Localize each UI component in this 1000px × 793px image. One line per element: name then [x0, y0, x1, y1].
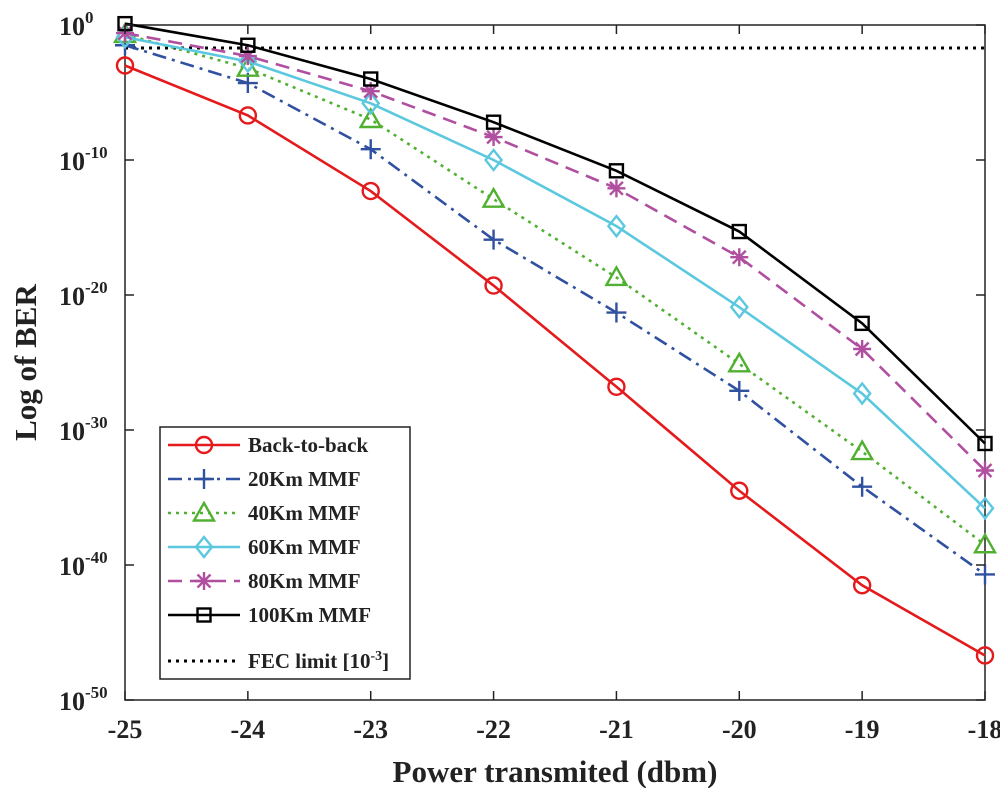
data-point — [238, 49, 258, 74]
data-point — [484, 148, 504, 172]
legend-item: 80Km MMF — [168, 569, 361, 593]
data-point — [484, 276, 503, 295]
y-tick-exponent: 0 — [85, 8, 94, 27]
data-point — [607, 377, 626, 396]
data-point — [360, 139, 381, 160]
y-tick-label: 10 — [59, 687, 85, 716]
legend-label: Back-to-back — [248, 433, 368, 457]
series-line — [124, 22, 986, 445]
legend-item: FEC limit [10-3] — [168, 649, 389, 673]
x-tick-label: -21 — [599, 715, 634, 744]
data-point — [481, 186, 506, 208]
data-point — [606, 214, 626, 239]
x-tick-label: -20 — [722, 715, 757, 744]
legend-item: 20Km MMF — [168, 467, 361, 491]
legend-marker — [194, 435, 214, 455]
data-point — [358, 107, 383, 129]
x-tick-label: -18 — [968, 715, 1000, 744]
data-point — [731, 223, 747, 240]
y-tick-label: 10 — [59, 12, 85, 41]
legend-item: 100Km MMF — [168, 603, 371, 627]
y-tick-exponent: -40 — [85, 548, 108, 567]
x-tick-label: -24 — [231, 715, 266, 744]
y-tick-label: 10 — [59, 147, 85, 176]
data-point — [730, 481, 749, 500]
data-point — [852, 381, 872, 406]
legend-item: 40Km MMF — [168, 500, 361, 525]
series-5 — [117, 15, 993, 452]
data-point — [850, 439, 875, 461]
legend-marker — [191, 500, 217, 522]
data-point — [975, 564, 995, 585]
legend-marker — [194, 469, 214, 489]
data-point — [604, 265, 629, 287]
data-point — [361, 181, 380, 201]
data-point — [975, 496, 995, 521]
data-point — [852, 576, 872, 595]
x-tick-label: -19 — [845, 715, 880, 744]
data-point — [238, 47, 257, 66]
series-layer — [112, 15, 998, 665]
series-line — [124, 35, 986, 510]
legend-label: 100Km MMF — [248, 603, 371, 627]
y-tick-exponent: -20 — [85, 278, 108, 297]
data-point — [238, 106, 258, 125]
legend-label: 40Km MMF — [248, 501, 361, 525]
legend-marker — [196, 607, 212, 623]
legend-label: 60Km MMF — [248, 535, 361, 559]
data-point — [977, 435, 993, 452]
data-point — [730, 248, 749, 267]
plot-area — [124, 24, 986, 701]
x-axis-ticks: -25 -24 -23 -22 -21 -20 -19 -18 — [108, 25, 1000, 744]
legend-label: FEC limit [10-3] — [248, 649, 389, 673]
data-point — [606, 302, 627, 323]
y-axis-label: Log of BER — [8, 284, 43, 441]
data-point — [976, 461, 994, 480]
series-3 — [115, 25, 995, 521]
legend-item: 60Km MMF — [168, 535, 361, 559]
legend-label: 20Km MMF — [248, 467, 361, 491]
series-line — [124, 44, 986, 576]
legend-marker — [195, 572, 213, 590]
x-tick-label: -23 — [353, 715, 388, 744]
data-point — [484, 128, 503, 147]
data-point — [240, 37, 256, 53]
y-tick-exponent: -10 — [85, 143, 108, 162]
data-point — [483, 229, 504, 250]
y-tick-exponent: -30 — [85, 413, 108, 432]
legend: Back-to-back 20Km MMF 40Km MMF 60Km MMF 80Km… — [159, 426, 411, 680]
data-point — [854, 315, 870, 332]
legend-label: 80Km MMF — [248, 569, 361, 593]
x-tick-label: -22 — [476, 715, 511, 744]
data-point — [361, 91, 381, 116]
series-line — [124, 31, 986, 472]
legend-marker — [194, 535, 214, 559]
legend-item: Back-to-back — [168, 433, 368, 457]
data-point — [727, 351, 752, 373]
data-point — [361, 82, 380, 101]
data-point — [363, 71, 379, 87]
series-0 — [115, 56, 995, 665]
data-point — [729, 380, 750, 401]
y-tick-label: 10 — [59, 417, 85, 446]
data-point — [975, 646, 995, 665]
data-point — [729, 295, 749, 320]
data-point — [607, 179, 626, 198]
data-point — [485, 114, 502, 130]
data-point — [853, 340, 872, 358]
series-line — [124, 64, 986, 657]
y-tick-exponent: -50 — [85, 683, 108, 702]
data-point — [852, 476, 873, 497]
data-point — [115, 56, 135, 75]
y-tick-label: 10 — [59, 552, 85, 581]
y-tick-label: 10 — [59, 282, 85, 311]
data-point — [972, 532, 998, 554]
x-axis-label: Power transmited (dbm) — [393, 754, 718, 788]
x-tick-label: -25 — [108, 715, 143, 744]
data-point — [608, 163, 625, 179]
